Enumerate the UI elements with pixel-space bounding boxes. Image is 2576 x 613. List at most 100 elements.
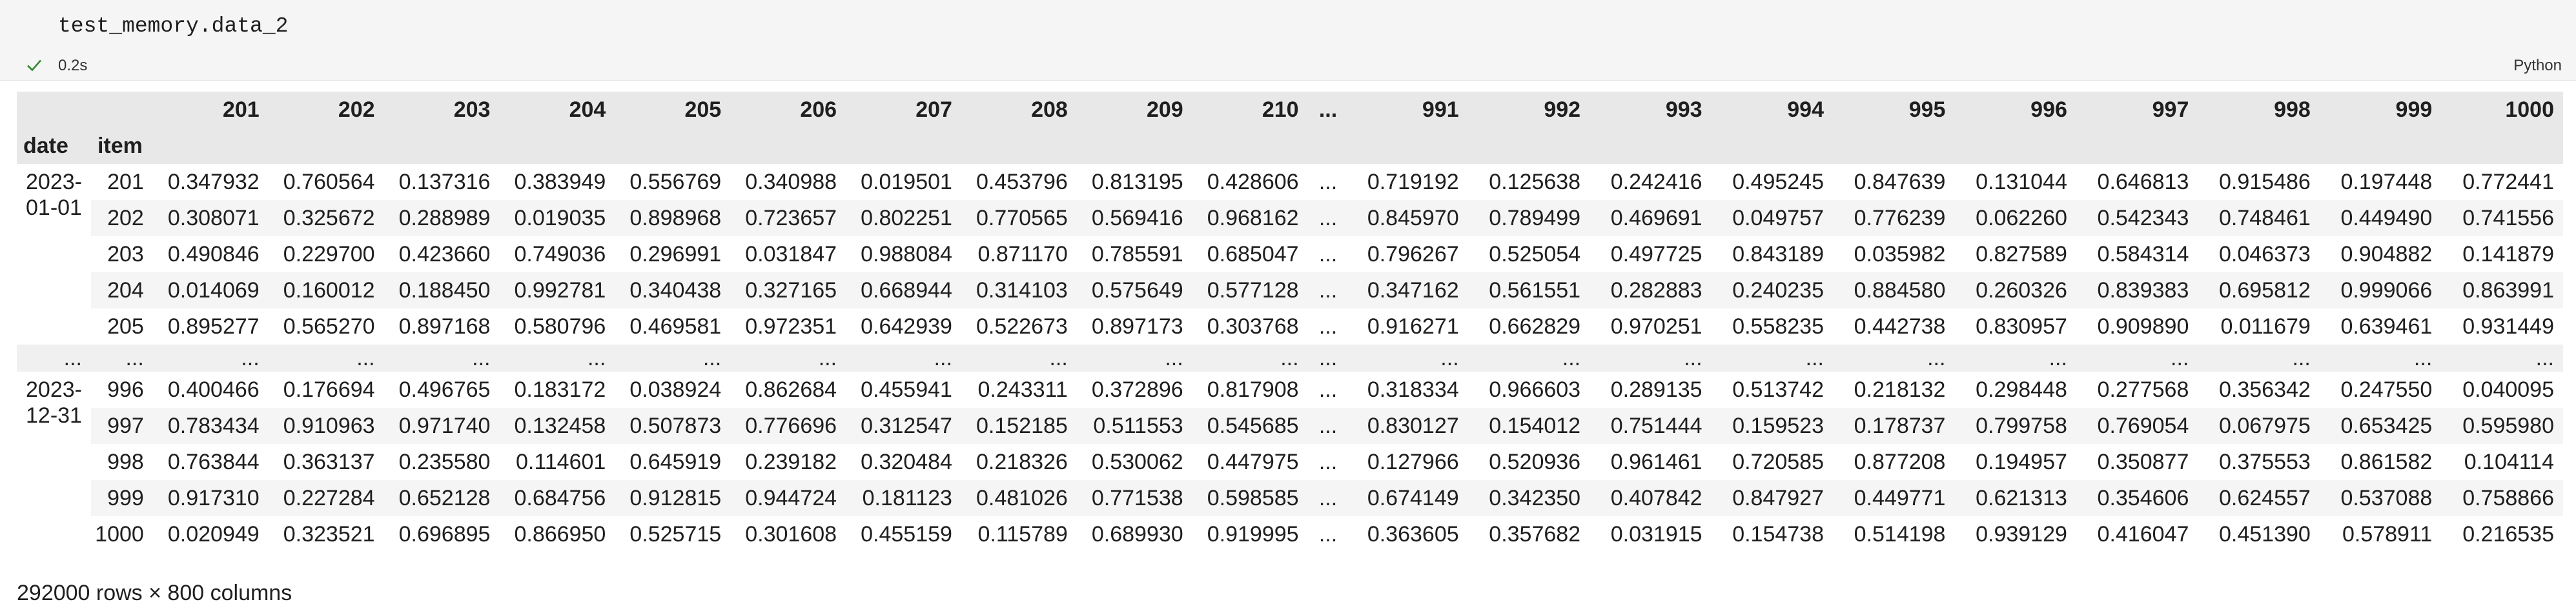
table-cell: 0.530062 (1091, 449, 1183, 474)
table-cell: 0.624557 (2198, 480, 2320, 516)
table-cell: 0.407842 (1590, 480, 1712, 516)
item-index-cell: 1000 (95, 521, 144, 547)
table-cell: 0.861582 (2340, 449, 2433, 474)
table-cell: 0.561551 (1467, 272, 1590, 308)
table-cell: 0.674149 (1346, 480, 1468, 516)
table-cell: 0.776696 (730, 408, 846, 444)
table-cell: 0.760564 (283, 169, 375, 194)
table-row: 997 0.783434 0.910963 0.971740 0.132458 0.507… (17, 408, 2563, 444)
table-cell: 0.218326 (976, 449, 1068, 474)
table-cell: 0.862684 (745, 377, 837, 402)
table-cell: 0.400466 (167, 377, 260, 402)
column-header: 999 (2319, 92, 2442, 128)
table-cell: 0.507873 (615, 408, 731, 444)
code-line[interactable]: test_memory.data_2 (58, 14, 289, 38)
table-cell: 0.469691 (1590, 200, 1712, 236)
table-cell: 0.282883 (1590, 272, 1712, 308)
index-name-item: item (90, 128, 153, 164)
table-cell: 0.449771 (1833, 480, 1955, 516)
table-cell: 0.011679 (2220, 314, 2311, 339)
table-cell: 0.416047 (2097, 521, 2189, 547)
table-cell: 0.645919 (629, 449, 722, 474)
table-cell: 0.558235 (1732, 314, 1824, 339)
table-cell: 0.772441 (2462, 169, 2554, 194)
table-cell: 0.115789 (977, 521, 1068, 547)
table-cell: 0.301608 (745, 521, 837, 547)
table-cell: 0.350877 (2097, 449, 2189, 474)
table-cell: 0.537088 (2319, 480, 2442, 516)
table-cell: 0.789499 (1467, 200, 1590, 236)
table-cell: 0.188450 (383, 272, 500, 308)
header-blank (1590, 128, 1712, 164)
header-blank (1346, 128, 1468, 164)
table-cell: 0.289135 (1610, 377, 1702, 402)
table-cell: 0.308071 (152, 200, 269, 236)
header-blank (383, 128, 500, 164)
code-cell[interactable]: test_memory.data_2 0.2s Python (0, 0, 2576, 81)
table-cell: ... (1307, 480, 1347, 516)
ellipsis-cell: ... (499, 345, 615, 372)
table-cell: 0.318334 (1367, 377, 1459, 402)
header-blank (1467, 128, 1590, 164)
table-cell: 0.181123 (846, 480, 961, 516)
ellipsis-cell: ... (1954, 345, 2076, 372)
table-cell: 0.114601 (516, 449, 606, 474)
table-cell: 0.383949 (514, 169, 606, 194)
table-cell: ... (1307, 200, 1347, 236)
table-cell: 0.968162 (1192, 200, 1308, 236)
table-cell: 0.577128 (1192, 272, 1308, 308)
table-cell: 0.497725 (1610, 241, 1702, 266)
column-header: 209 (1076, 92, 1192, 128)
table-cell: 0.490846 (167, 241, 260, 266)
table-cell: 0.895277 (167, 314, 260, 339)
column-header: 997 (2076, 92, 2198, 128)
table-cell: 0.909890 (2097, 314, 2189, 339)
table-cell: 0.137316 (398, 169, 491, 194)
table-cell: 0.442738 (1854, 314, 1946, 339)
date-index-cell: 2023-12-31 (17, 372, 91, 552)
item-index-cell: 204 (90, 272, 153, 308)
table-cell: 0.242416 (1610, 169, 1702, 194)
column-header: 996 (1954, 92, 2076, 128)
table-cell: 0.038924 (629, 377, 722, 402)
ellipsis-cell: ... (1076, 345, 1192, 372)
table-row: 202 0.308071 0.325672 0.288989 0.019035 0.898… (17, 200, 2563, 236)
table-cell: 0.796267 (1367, 241, 1459, 266)
ellipsis-cell: ... (615, 345, 731, 372)
table-cell: 0.513742 (1732, 377, 1824, 402)
table-cell: 0.031847 (745, 241, 837, 266)
table-cell: 0.897173 (1091, 314, 1183, 339)
table-cell: 0.817908 (1207, 377, 1299, 402)
table-cell: 0.525054 (1489, 241, 1581, 266)
table-cell: 0.347162 (1346, 272, 1468, 308)
date-index-cell: 2023-01-01 (17, 164, 91, 345)
table-cell: 0.578911 (2342, 521, 2433, 547)
table-cell: 0.723657 (730, 200, 846, 236)
ellipsis-cell: ... (1833, 345, 1955, 372)
table-cell: 0.240235 (1711, 272, 1833, 308)
table-cell: 0.866950 (514, 521, 606, 547)
table-cell: 0.916271 (1367, 314, 1459, 339)
header-blank (1076, 128, 1192, 164)
index-name-row: date item (17, 128, 2563, 164)
column-header: 995 (1833, 92, 1955, 128)
table-cell: 0.288989 (383, 200, 500, 236)
table-cell: 0.296991 (629, 241, 722, 266)
header-blank (730, 128, 846, 164)
table-cell: 0.340988 (745, 169, 837, 194)
table-cell: 0.049757 (1711, 200, 1833, 236)
header-blank (1307, 128, 1347, 164)
language-label[interactable]: Python (2513, 57, 2562, 74)
header-blank (499, 128, 615, 164)
ellipsis-cell: ... (846, 345, 961, 372)
table-row: 205 0.895277 0.565270 0.897168 0.580796 0.469… (17, 308, 2563, 345)
table-cell: 0.719192 (1367, 169, 1459, 194)
table-cell: 0.802251 (846, 200, 961, 236)
table-cell: 0.178737 (1833, 408, 1955, 444)
table-cell: 0.154012 (1467, 408, 1590, 444)
table-cell: 0.939129 (1976, 521, 2067, 547)
table-row: 2023-01-01 201 0.347932 0.760564 0.137316 0.3… (17, 164, 2563, 345)
header-blank (846, 128, 961, 164)
table-cell: 0.904882 (2340, 241, 2433, 266)
item-index-cell: 996 (107, 377, 144, 402)
